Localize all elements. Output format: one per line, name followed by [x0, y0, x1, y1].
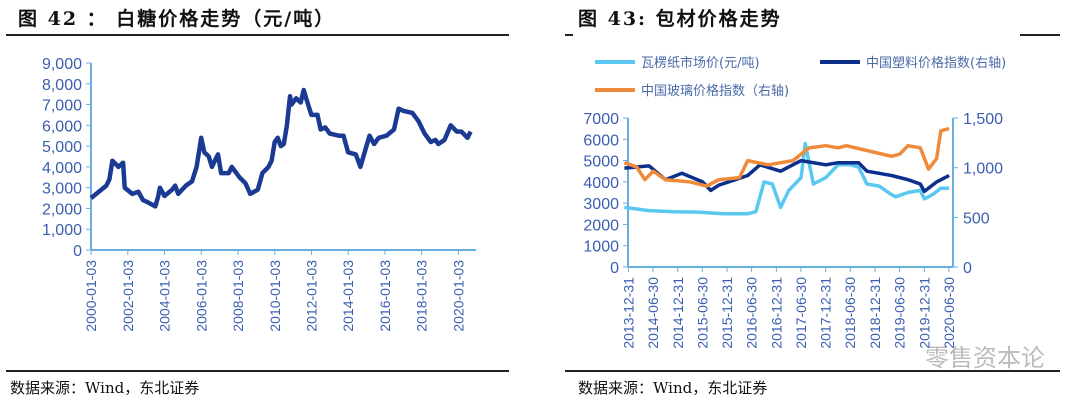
y-tick-label: 4,000 — [42, 160, 82, 177]
x-tick-label: 2014-01-03 — [340, 260, 356, 332]
series-line-0 — [89, 87, 473, 209]
y-tick-label: 5,000 — [42, 139, 82, 156]
x-tick-label: 2016-12-31 — [768, 277, 784, 349]
x-tick-label: 2013-12-31 — [620, 277, 636, 349]
x-tick-label: 2004-01-03 — [157, 260, 173, 332]
x-tick-label: 2014-06-30 — [645, 277, 661, 349]
y-tick-label: 5000 — [583, 154, 619, 171]
y-tick-label: 9,000 — [42, 56, 82, 73]
y-tick-label: 3000 — [583, 196, 619, 213]
source-note: 数据来源：Wind，东北证券 — [10, 379, 200, 397]
series-line-2 — [623, 126, 950, 188]
y-tick-label: 7,000 — [42, 98, 82, 115]
y-tick-label: 7000 — [583, 111, 619, 128]
x-tick-label: 2008-01-03 — [230, 260, 246, 332]
y-tick-label: 6,000 — [42, 118, 82, 135]
x-tick-label: 2012-01-03 — [303, 260, 319, 332]
x-tick-label: 2018-01-03 — [414, 260, 430, 332]
legend-label: 瓦楞纸市场价(元/吨) — [641, 55, 760, 71]
x-tick-label: 2017-06-30 — [793, 277, 809, 349]
chart-43-title: 图 43: 包材价格走势 — [578, 8, 782, 30]
x-tick-label: 2019-12-31 — [916, 277, 932, 349]
x-tick-label: 2010-01-03 — [267, 260, 283, 332]
divider — [6, 34, 509, 36]
x-tick-label: 2006-01-03 — [193, 260, 209, 332]
series-line-0 — [624, 141, 950, 216]
x-tick-label: 2014-12-31 — [670, 277, 686, 349]
y2-tick-label: 500 — [963, 210, 990, 227]
x-tick-label: 2015-12-31 — [719, 277, 735, 349]
y-tick-label: 1000 — [583, 239, 619, 256]
x-tick-label: 2020-06-30 — [941, 277, 957, 349]
x-tick-label: 2018-06-30 — [842, 277, 858, 349]
x-tick-label: 2015-06-30 — [694, 277, 710, 349]
chart-42-title: 图 42 ： 白糖价格走势（元/吨） — [18, 8, 336, 30]
divider — [6, 370, 509, 372]
y-tick-label: 6000 — [583, 132, 619, 149]
legend-label: 中国玻璃价格指数（右轴) — [641, 83, 789, 99]
divider — [1020, 34, 1060, 36]
y-tick-label: 4000 — [583, 175, 619, 192]
y2-tick-label: 1,000 — [963, 161, 1003, 178]
y-tick-label: 1,000 — [42, 222, 82, 239]
source-note: 数据来源：Wind，东北证券 — [578, 379, 768, 397]
x-tick-label: 2020-01-03 — [450, 260, 466, 332]
y-tick-label: 8,000 — [42, 77, 82, 94]
x-tick-label: 2019-06-30 — [892, 277, 908, 349]
x-tick-label: 2000-01-03 — [83, 260, 99, 332]
divider — [565, 34, 573, 36]
x-tick-label: 2002-01-03 — [120, 260, 136, 332]
x-tick-label: 2017-12-31 — [818, 277, 834, 349]
x-tick-label: 2016-06-30 — [744, 277, 760, 349]
x-tick-label: 2018-12-31 — [867, 277, 883, 349]
divider — [565, 370, 1060, 372]
y-tick-label: 2,000 — [42, 201, 82, 218]
x-tick-label: 2016-01-03 — [377, 260, 393, 332]
watermark: 零售资本论 — [925, 344, 1045, 372]
legend-label: 中国塑料价格指数(右轴) — [866, 55, 1006, 71]
y2-tick-label: 0 — [963, 260, 972, 277]
y2-tick-label: 1,500 — [963, 111, 1003, 128]
y-tick-label: 0 — [610, 260, 619, 277]
y-tick-label: 2000 — [583, 217, 619, 234]
y-tick-label: 0 — [73, 243, 82, 260]
series-line-1 — [624, 158, 950, 194]
y-tick-label: 3,000 — [42, 181, 82, 198]
